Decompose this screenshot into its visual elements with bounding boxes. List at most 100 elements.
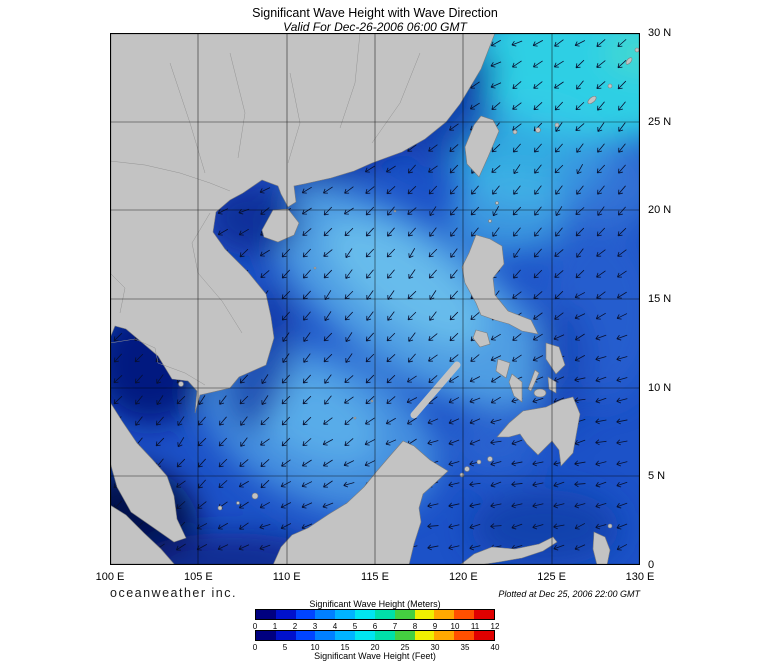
wave-direction-arrow [239,459,249,467]
wave-direction-arrow [574,460,586,467]
wave-direction-arrow [322,502,334,509]
wave-direction-arrow [386,396,396,404]
wave-direction-arrow [512,206,522,216]
wave-direction-arrow [512,333,522,341]
luzon [461,234,539,335]
wave-direction-arrow [428,165,438,173]
colorbar-segment [394,631,415,640]
wave-direction-arrow [449,332,459,342]
samar [545,342,566,375]
wave-direction-arrow [324,374,332,384]
wave-direction-arrow [281,459,291,467]
lon-label: 100 E [95,571,125,583]
wave-direction-arrow [618,206,626,216]
wave-direction-arrow [407,185,417,195]
wave-direction-arrow [616,313,628,320]
wave-direction-arrow [553,334,565,341]
mainland-asia [110,33,496,414]
wave-direction-arrow [259,523,271,530]
wave-direction-arrow [511,40,523,47]
wave-direction-arrow [323,249,333,257]
wave-direction-arrow [197,479,206,489]
lon-label: 120 E [448,571,478,583]
wave-direction-arrow [596,227,606,237]
wave-direction-arrow [553,544,565,551]
wave-direction-arrow [282,353,290,363]
wave-direction-arrow [617,59,627,69]
colorbar-segment [474,610,494,619]
wave-direction-arrow [429,206,437,216]
wave-direction-arrow [532,333,543,341]
wave-direction-arrow [387,206,395,216]
wave-direction-arrow [534,143,542,153]
wave-direction-arrow [534,164,542,174]
wave-direction-arrow [512,291,522,299]
wave-direction-arrow [365,186,375,194]
colorbar-segment [454,631,475,640]
wave-direction-arrow [490,502,502,509]
wave-direction-arrow [512,354,522,362]
wave-direction-arrow [448,481,460,488]
wave-direction-arrow [618,185,626,195]
wave-direction-arrow [448,397,460,404]
colorbar-segment [374,631,395,640]
wave-direction-arrow [490,396,501,404]
wave-direction-arrow [553,502,565,509]
wave-direction-arrow [555,227,563,237]
latlon-grid [110,33,640,565]
wave-direction-arrow [492,185,500,195]
wave-direction-arrow [386,354,396,363]
wave-direction-arrow [177,416,185,426]
ryukyu-island [554,122,560,128]
wave-direction-arrow [344,227,354,237]
wave-direction-arrow [492,206,500,217]
wave-direction-arrow [513,248,521,258]
wave-direction-arrow [260,479,270,489]
wave-direction-arrow [176,480,186,488]
wave-direction-arrow [344,417,354,426]
wave-direction-arrow [448,418,460,425]
lat-label: 25 N [648,115,672,128]
wave-direction-arrow [323,269,333,279]
wave-direction-arrow [490,481,502,488]
wave-direction-arrow [574,544,586,551]
wave-direction-arrow [217,228,228,236]
wave-direction-arrow [469,439,481,446]
map-border [109,32,641,566]
feet-tick: 15 [340,643,350,652]
wave-direction-arrow [218,458,228,468]
map-figure [109,32,641,566]
wave-direction-arrow [595,481,607,488]
colorbar-segment [275,610,296,619]
meters-tick: 12 [490,622,500,631]
wave-direction-arrow [302,438,312,447]
wave-direction-arrow [469,544,481,551]
wave-direction-arrow [490,355,502,362]
wave-direction-arrow [218,480,228,489]
wave-direction-arrow [616,334,628,341]
wave-direction-arrow [428,333,438,341]
wave-direction-arrow [491,102,501,110]
wave-direction-arrow [595,376,607,383]
wave-direction-arrow [618,101,626,111]
wave-direction-arrow [574,292,586,299]
wave-direction-arrow [427,502,439,509]
wave-direction-arrow [595,355,607,362]
wave-direction-arrow [449,164,459,174]
colorbar-segment [295,631,316,640]
wave-direction-arrow [428,354,438,362]
meters-tick: 3 [312,622,318,631]
wave-direction-arrow [260,270,270,278]
wave-direction-arrow [322,439,334,446]
wave-direction-arrow [344,396,354,404]
spratly-islet [370,399,374,403]
wave-direction-arrow [302,459,312,467]
wave-direction-arrow [385,439,397,446]
wave-direction-arrow [365,227,375,237]
wave-direction-arrow [534,185,542,195]
wave-direction-arrow [492,227,500,237]
wave-direction-arrow [386,374,396,384]
wave-direction-arrow [302,248,312,258]
wave-direction-arrow [554,39,564,47]
